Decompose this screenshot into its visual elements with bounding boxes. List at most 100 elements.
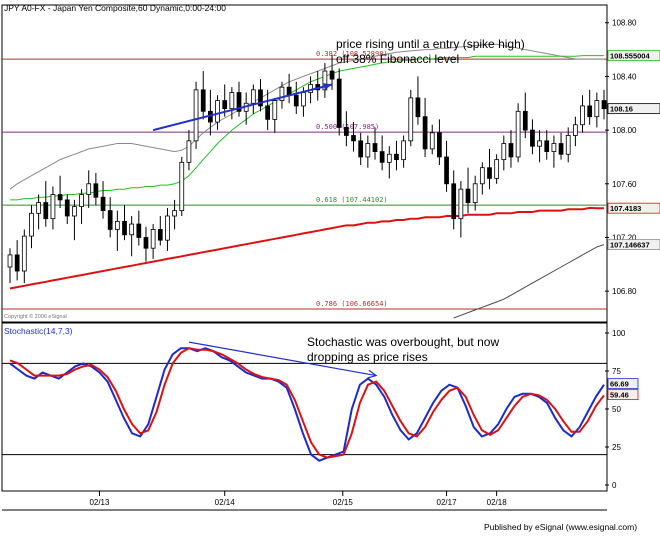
candlestick [444, 140, 449, 192]
candle-body [472, 183, 478, 203]
candle-body [72, 206, 77, 217]
candle-body [114, 220, 120, 230]
candlestick [165, 207, 170, 251]
x-tick-label: 02/15 [333, 498, 354, 507]
stochastic-y-tick-label: 50 [612, 405, 621, 414]
candle-body [236, 92, 242, 112]
candlestick [64, 194, 70, 225]
candle-body [594, 100, 600, 118]
candlestick [580, 95, 585, 133]
candle-body [172, 210, 177, 217]
price-value-label-box [607, 202, 660, 214]
candle-body [293, 94, 299, 107]
candlestick [7, 248, 13, 284]
candlestick [265, 89, 271, 131]
candle-body [501, 143, 507, 161]
stochastic-trend-arrowhead [367, 369, 378, 379]
candlestick [21, 229, 27, 284]
candle-body [479, 167, 485, 185]
candle-body [265, 105, 271, 120]
candle-body [408, 97, 414, 142]
stochastic-value-label-box [607, 378, 639, 390]
candlestick [79, 189, 84, 225]
candlestick [394, 140, 399, 171]
candlestick [107, 197, 113, 238]
candle-body [250, 89, 256, 104]
candlestick [487, 148, 492, 190]
x-tick-label: 02/13 [89, 498, 110, 507]
candle-body [186, 140, 192, 163]
candle-body [580, 105, 585, 126]
candle-body [143, 237, 149, 249]
candlestick [601, 89, 607, 120]
candlestick [472, 175, 478, 211]
candlestick [465, 167, 471, 214]
candle-body [379, 151, 385, 163]
candle-body [422, 116, 428, 150]
candlestick [379, 135, 385, 171]
candle-body [530, 129, 535, 147]
stochastic-y-tick-label: 25 [612, 443, 621, 452]
candlestick [279, 81, 285, 109]
copyright-text: Copyright © 2006 eSignal [4, 313, 67, 320]
candle-body [351, 135, 356, 142]
candlestick [358, 132, 364, 165]
candle-body [487, 167, 492, 179]
candle-body [29, 212, 34, 237]
candlestick [329, 54, 335, 90]
candlestick [272, 97, 278, 133]
candle-body [93, 183, 99, 198]
candlestick [229, 87, 235, 120]
candlestick [365, 135, 371, 168]
fib-level-label: 0.618 (107.44102) [316, 196, 388, 204]
candlestick [129, 216, 135, 257]
candlestick [530, 119, 535, 155]
candlestick [150, 224, 156, 259]
candle-body [401, 140, 406, 161]
candle-body [229, 92, 235, 110]
x-tick-label: 02/14 [215, 498, 236, 507]
candlestick [193, 81, 199, 149]
price-y-tick-label: 107.60 [612, 180, 637, 189]
candle-body [558, 143, 564, 155]
candlestick [236, 81, 242, 117]
candlestick [136, 210, 142, 246]
candle-body [494, 159, 500, 179]
stochastic-y-tick-label: 100 [612, 329, 626, 338]
candlestick [429, 124, 435, 155]
candle-body [150, 229, 156, 249]
stochastic-title: Stochastic(14,7,3) [4, 326, 73, 336]
candle-body [21, 235, 27, 272]
candle-body [537, 140, 542, 147]
candlestick [57, 175, 63, 208]
candle-body [122, 220, 127, 236]
candlestick [594, 92, 600, 128]
candle-body [279, 86, 285, 101]
candle-body [258, 89, 263, 107]
candle-body [222, 100, 228, 110]
candle-body [336, 78, 342, 128]
stochastic-panel [1, 322, 608, 492]
candle-body [79, 194, 84, 208]
price-annotation-line-1: price rising until a entry (spike high) [336, 37, 525, 51]
candle-body [587, 105, 593, 118]
price-y-tick-label: 106.80 [612, 287, 637, 296]
candle-body [465, 188, 471, 203]
candlestick [179, 156, 185, 216]
candle-body [215, 100, 220, 123]
candle-body [14, 254, 20, 272]
candlestick [50, 186, 56, 230]
candlestick [537, 130, 542, 163]
moving-average-line [9, 43, 604, 190]
price-value-label-box [607, 103, 660, 115]
candle-body [107, 210, 113, 230]
price-value-label: 108.16 [610, 105, 633, 114]
candle-body [43, 202, 49, 220]
candle-body [544, 140, 550, 152]
price-y-tick-label: 107.20 [612, 233, 637, 242]
candlestick [558, 132, 564, 160]
candle-body [437, 132, 442, 158]
fib-level-label: 0.382 (108.52898) [316, 50, 388, 58]
